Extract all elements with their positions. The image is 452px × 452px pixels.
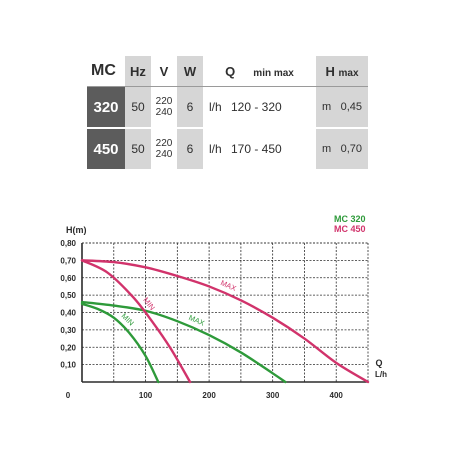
- spec-header-row: MC Hz V W Q min max H max: [87, 56, 368, 87]
- series-line: [80, 302, 160, 384]
- x-tick-label: 300: [266, 391, 280, 400]
- row-hz: 50: [125, 86, 151, 128]
- row-voltage-1: 220: [155, 96, 173, 107]
- series-line: [80, 259, 192, 384]
- row-head-max: 0,45: [340, 101, 362, 113]
- y-tick-label: 0,50: [60, 291, 76, 300]
- y-tick-label: 0,10: [60, 361, 76, 370]
- row-flow-unit: l/h: [209, 142, 222, 156]
- row-voltage: 220 240: [151, 127, 177, 169]
- row-flow-unit: l/h: [209, 100, 222, 114]
- legend-entry: MC 320: [334, 214, 366, 224]
- row-head-max: 0,70: [340, 143, 362, 155]
- row-voltage-1: 220: [155, 138, 173, 149]
- header-hz: Hz: [125, 56, 151, 87]
- x-tick-label: 0: [66, 391, 71, 400]
- row-flow-range: 170 - 450: [231, 142, 282, 156]
- header-w: W: [177, 56, 203, 87]
- row-voltage-2: 240: [155, 149, 173, 160]
- row-hz: 50: [125, 127, 151, 169]
- row-head-unit: m: [322, 143, 332, 155]
- header-h-label: H: [325, 63, 335, 79]
- y-tick-label: 0,80: [60, 239, 76, 248]
- row-flow: l/h 120 - 320: [203, 86, 316, 128]
- legend-entry: MC 450: [334, 224, 366, 234]
- row-head-unit: m: [322, 101, 332, 113]
- y-axis-title: H(m): [66, 225, 87, 235]
- header-h-sub: max: [338, 67, 359, 79]
- x-axis-title: Q: [375, 358, 382, 368]
- header-h: H max: [316, 56, 368, 87]
- x-tick-label: 400: [330, 391, 344, 400]
- y-tick-label: 0,20: [60, 343, 76, 352]
- spec-row: 320 50 220 240 6 l/h 120 - 320 m 0,45: [87, 86, 368, 128]
- x-tick-label: 200: [202, 391, 216, 400]
- y-tick-label: 0,30: [60, 326, 76, 335]
- series-line: [80, 259, 370, 384]
- x-axis-unit: L/h: [375, 370, 387, 379]
- header-q-range: min max: [253, 67, 294, 79]
- row-model: 320: [87, 86, 125, 128]
- series-line: [80, 300, 287, 384]
- y-tick-label: 0,60: [60, 274, 76, 283]
- row-voltage-2: 240: [155, 107, 173, 118]
- spec-row: 450 50 220 240 6 l/h 170 - 450 m 0,70: [87, 127, 368, 169]
- spec-table: MC Hz V W Q min max H max 320 50 220 240…: [87, 56, 368, 169]
- row-flow: l/h 170 - 450: [203, 127, 316, 169]
- header-q-label: Q: [225, 63, 236, 79]
- row-voltage: 220 240: [151, 86, 177, 128]
- row-head: m 0,45: [316, 86, 368, 128]
- x-tick-label: 100: [139, 391, 153, 400]
- row-head: m 0,70: [316, 127, 368, 169]
- y-tick-label: 0,70: [60, 256, 76, 265]
- row-watts: 6: [177, 86, 203, 128]
- row-flow-range: 120 - 320: [231, 100, 282, 114]
- header-q: Q min max: [203, 56, 316, 87]
- header-v: V: [159, 63, 169, 79]
- y-tick-label: 0,40: [60, 309, 76, 318]
- row-watts: 6: [177, 127, 203, 169]
- row-model: 450: [87, 127, 125, 169]
- header-mc: MC: [91, 62, 116, 79]
